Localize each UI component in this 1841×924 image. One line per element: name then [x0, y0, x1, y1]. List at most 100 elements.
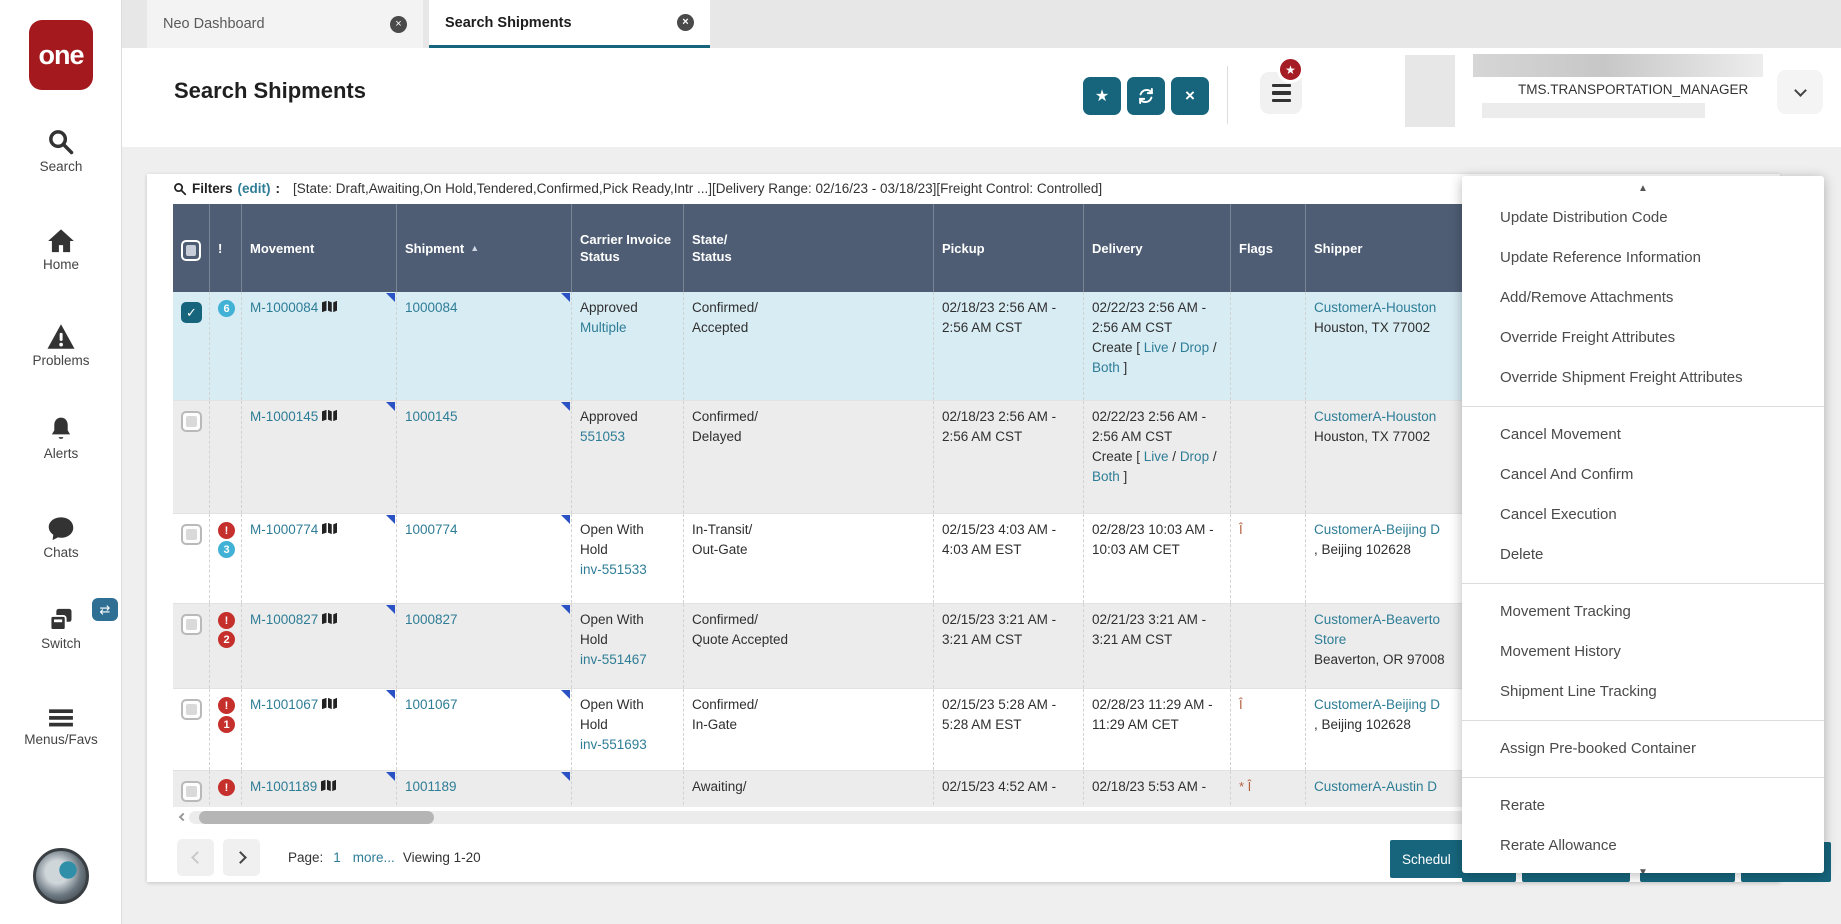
- column-header-shipper[interactable]: Shipper: [1306, 204, 1472, 292]
- select-all-checkbox[interactable]: [181, 240, 201, 261]
- exclamation-badge[interactable]: !: [218, 697, 235, 714]
- menu-scroll-down-icon[interactable]: ▼: [1462, 866, 1824, 873]
- menu-item-cancel-and-confirm[interactable]: Cancel And Confirm: [1462, 455, 1824, 495]
- menu-item-assign-pre-booked-container[interactable]: Assign Pre-booked Container: [1462, 729, 1824, 769]
- row-checkbox[interactable]: [181, 781, 202, 802]
- close-tab-icon[interactable]: ×: [677, 14, 694, 31]
- shipment-link[interactable]: 1000827: [405, 612, 458, 627]
- map-icon[interactable]: [317, 779, 336, 794]
- invoice-link[interactable]: inv-551693: [580, 737, 647, 752]
- column-header-shipment[interactable]: Shipment▲: [397, 204, 572, 292]
- create-live-link[interactable]: Live: [1144, 449, 1169, 464]
- table-row[interactable]: !M-10011891001189Awaiting/02/15/23 4:52 …: [173, 771, 1473, 807]
- menu-item-add-remove-attachments[interactable]: Add/Remove Attachments: [1462, 278, 1824, 318]
- shipment-link[interactable]: 1000774: [405, 522, 458, 537]
- shipper-link[interactable]: CustomerA-Beaverto: [1314, 612, 1440, 627]
- column-header-movement[interactable]: Movement: [242, 204, 397, 292]
- table-row[interactable]: !2M-10008271000827Open With Holdinv-5514…: [173, 604, 1473, 689]
- invoice-link[interactable]: inv-551467: [580, 652, 647, 667]
- movement-link[interactable]: M-1000145: [250, 409, 318, 424]
- invoice-link[interactable]: Multiple: [580, 320, 627, 335]
- exclamation-badge[interactable]: !: [218, 522, 235, 539]
- menu-item-override-shipment-freight-attributes[interactable]: Override Shipment Freight Attributes: [1462, 358, 1824, 398]
- shipper-link[interactable]: Store: [1314, 632, 1346, 647]
- create-drop-link[interactable]: Drop: [1180, 449, 1209, 464]
- count-badge[interactable]: 2: [218, 631, 235, 648]
- shipper-link[interactable]: CustomerA-Houston: [1314, 409, 1436, 424]
- next-page-button[interactable]: [223, 839, 260, 876]
- shipment-link[interactable]: 1000145: [405, 409, 458, 424]
- sidebar-item-home[interactable]: Home: [0, 222, 122, 272]
- switch-shortcut-badge-icon[interactable]: ⇄: [92, 598, 118, 621]
- movement-link[interactable]: M-1001189: [250, 779, 317, 794]
- shipment-link[interactable]: 1001067: [405, 697, 458, 712]
- menu-item-override-freight-attributes[interactable]: Override Freight Attributes: [1462, 318, 1824, 358]
- map-icon[interactable]: [318, 409, 337, 424]
- column-header-flags[interactable]: Flags: [1231, 204, 1306, 292]
- row-checkbox[interactable]: [181, 524, 202, 545]
- shipper-link[interactable]: CustomerA-Beijing D: [1314, 697, 1440, 712]
- shipper-link[interactable]: CustomerA-Beijing D: [1314, 522, 1440, 537]
- menu-item-delete[interactable]: Delete: [1462, 535, 1824, 575]
- column-header-pickup[interactable]: Pickup: [934, 204, 1084, 292]
- sidebar-item-alerts[interactable]: Alerts: [0, 411, 122, 461]
- user-avatar[interactable]: [33, 848, 89, 904]
- invoice-link[interactable]: 551053: [580, 429, 625, 444]
- close-page-button[interactable]: ×: [1171, 77, 1209, 115]
- create-drop-link[interactable]: Drop: [1180, 340, 1209, 355]
- menu-item-update-distribution-code[interactable]: Update Distribution Code: [1462, 198, 1824, 238]
- map-icon[interactable]: [318, 612, 337, 627]
- count-badge[interactable]: 3: [218, 541, 235, 558]
- shipper-link[interactable]: CustomerA-Austin D: [1314, 779, 1437, 794]
- more-pages-link[interactable]: more...: [353, 850, 395, 865]
- row-checkbox[interactable]: [181, 411, 202, 432]
- column-header-checkbox[interactable]: [173, 204, 210, 292]
- horizontal-scrollbar[interactable]: [173, 810, 1473, 824]
- favorite-button[interactable]: ★: [1083, 77, 1121, 115]
- shipment-link[interactable]: 1000084: [405, 300, 458, 315]
- row-checkbox[interactable]: ✓: [181, 302, 202, 323]
- scroll-left-icon[interactable]: [173, 814, 189, 820]
- shipper-link[interactable]: CustomerA-Houston: [1314, 300, 1436, 315]
- menu-item-cancel-execution[interactable]: Cancel Execution: [1462, 495, 1824, 535]
- create-both-link[interactable]: Both: [1092, 360, 1120, 375]
- menu-item-movement-tracking[interactable]: Movement Tracking: [1462, 592, 1824, 632]
- sidebar-item-chats[interactable]: Chats: [0, 510, 122, 560]
- table-row[interactable]: !1M-10010671001067Open With Holdinv-5516…: [173, 689, 1473, 771]
- row-checkbox[interactable]: [181, 699, 202, 720]
- row-checkbox[interactable]: [181, 614, 202, 635]
- column-header-delivery[interactable]: Delivery: [1084, 204, 1231, 292]
- refresh-button[interactable]: [1127, 77, 1165, 115]
- movement-link[interactable]: M-1000827: [250, 612, 318, 627]
- tab-search-shipments[interactable]: Search Shipments ×: [429, 0, 710, 48]
- menu-item-rerate[interactable]: Rerate: [1462, 786, 1824, 826]
- column-header-carrier[interactable]: Carrier Invoice Status: [572, 204, 684, 292]
- scrollbar-track[interactable]: [189, 811, 1473, 824]
- table-row[interactable]: ✓6M-10000841000084ApprovedMultipleConfir…: [173, 292, 1473, 401]
- menu-item-update-reference-information[interactable]: Update Reference Information: [1462, 238, 1824, 278]
- count-badge[interactable]: 6: [218, 300, 235, 317]
- table-row[interactable]: M-10001451000145Approved551053Confirmed/…: [173, 401, 1473, 514]
- column-header-state[interactable]: State/ Status: [684, 204, 934, 292]
- sidebar-item-search[interactable]: Search: [0, 124, 122, 174]
- filters-edit-link[interactable]: (edit): [238, 181, 271, 196]
- menu-item-shipment-line-tracking[interactable]: Shipment Line Tracking: [1462, 672, 1824, 712]
- movement-link[interactable]: M-1001067: [250, 697, 318, 712]
- prev-page-button[interactable]: [177, 839, 214, 876]
- map-icon[interactable]: [318, 522, 337, 537]
- menu-item-movement-history[interactable]: Movement History: [1462, 632, 1824, 672]
- exclamation-badge[interactable]: !: [218, 779, 235, 796]
- menu-scroll-up-icon[interactable]: ▲: [1462, 182, 1824, 198]
- table-row[interactable]: !3M-10007741000774Open With Holdinv-5515…: [173, 514, 1473, 604]
- user-menu-button[interactable]: [1777, 70, 1823, 114]
- create-live-link[interactable]: Live: [1144, 340, 1169, 355]
- menu-item-rerate-allowance[interactable]: Rerate Allowance: [1462, 826, 1824, 866]
- create-both-link[interactable]: Both: [1092, 469, 1120, 484]
- column-header-![interactable]: !: [210, 204, 242, 292]
- tab-neo-dashboard[interactable]: Neo Dashboard ×: [147, 0, 423, 48]
- page-number[interactable]: 1: [333, 850, 341, 865]
- shipment-link[interactable]: 1001189: [405, 779, 457, 794]
- scrollbar-thumb[interactable]: [199, 811, 434, 824]
- movement-link[interactable]: M-1000084: [250, 300, 318, 315]
- sidebar-item-problems[interactable]: Problems: [0, 318, 122, 368]
